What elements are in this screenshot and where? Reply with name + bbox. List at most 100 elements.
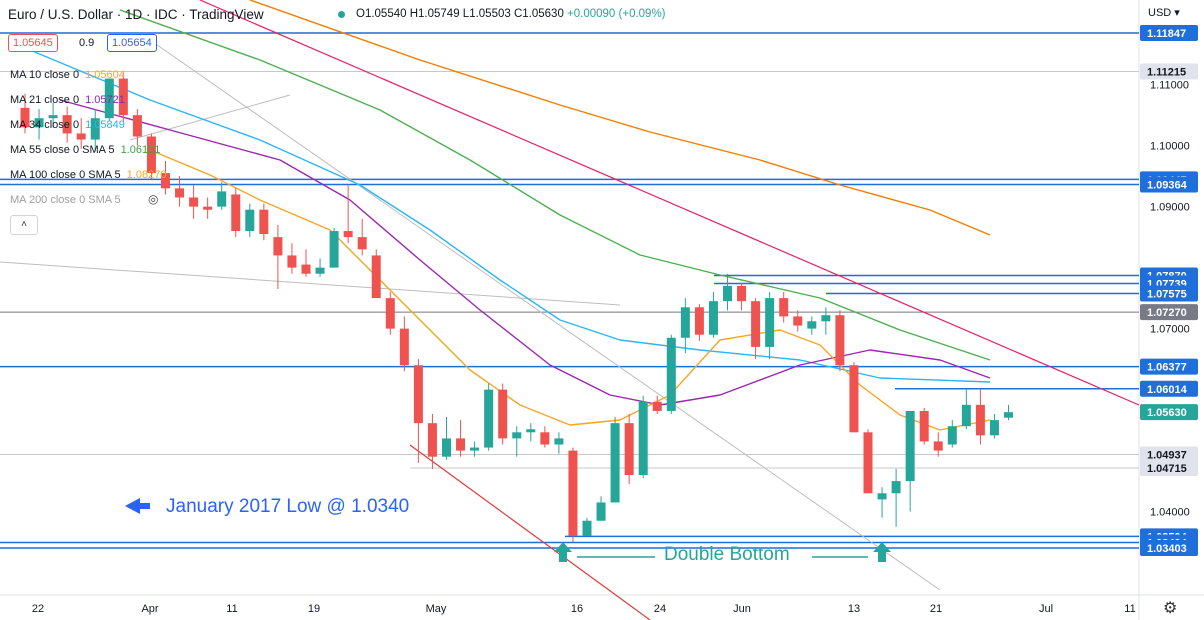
- indicator-label: MA 100 close 0 SMA 5: [10, 169, 121, 181]
- candle-body: [975, 404, 985, 436]
- price-label: 1.05630: [1147, 407, 1187, 419]
- candle-body: [610, 423, 620, 503]
- price-tick: 1.09000: [1150, 202, 1190, 214]
- price-label: 1.11847: [1147, 28, 1186, 40]
- candle-body: [863, 432, 873, 494]
- ma34-line: [29, 49, 991, 383]
- candle-body: [217, 191, 227, 207]
- candle-body: [919, 410, 929, 442]
- candle-body: [104, 78, 114, 119]
- indicator-ma55[interactable]: MA 55 close 0 SMA 5 1.06191: [10, 144, 160, 156]
- ma55-line: [119, 9, 991, 361]
- candle-body: [118, 78, 128, 116]
- ma10-line: [149, 149, 991, 431]
- symbol-title[interactable]: Euro / U.S. Dollar · 1D · IDC · TradingV…: [8, 7, 264, 22]
- candle-body: [315, 267, 325, 274]
- candle-body: [456, 438, 466, 451]
- candle-body: [427, 423, 437, 457]
- trend-line-lower: [409, 444, 651, 620]
- price-label-box: [1140, 380, 1198, 397]
- candle-body: [203, 206, 213, 210]
- price-label: 1.04715: [1147, 463, 1187, 475]
- candle-body: [399, 328, 409, 366]
- candle-body: [175, 188, 185, 198]
- collapse-legend-button[interactable]: ˄: [10, 215, 38, 235]
- candle-body: [554, 438, 564, 445]
- candle-body: [652, 401, 662, 411]
- market-status-dot: [338, 11, 345, 18]
- candle-body: [905, 410, 915, 482]
- candle-body: [62, 115, 72, 134]
- indicator-ma34[interactable]: MA 34 close 0 1.05849: [10, 119, 125, 131]
- time-tick: 21: [930, 603, 942, 615]
- candle-body: [245, 209, 255, 232]
- ohlc-open: O1.05540: [356, 8, 407, 20]
- price-tick: 1.10000: [1150, 141, 1190, 153]
- candle-body: [329, 231, 339, 268]
- indicator-ma21[interactable]: MA 21 close 0 1.05721: [10, 94, 125, 106]
- indicator-ma200[interactable]: MA 200 close 0 SMA 5: [10, 194, 121, 206]
- indicator-ma10[interactable]: MA 10 close 0 1.05604: [10, 69, 125, 81]
- gear-icon[interactable]: ⚙: [1163, 600, 1178, 617]
- hidden-eye-icon[interactable]: ◎: [148, 192, 159, 206]
- candle-body: [680, 307, 690, 338]
- indicator-ma100[interactable]: MA 100 close 0 SMA 5 1.08270: [10, 169, 166, 181]
- up-arrow-icon: [554, 542, 572, 562]
- candle-body: [933, 441, 943, 451]
- candle-body: [371, 255, 381, 299]
- candle-body: [723, 285, 732, 302]
- sell-button[interactable]: 1.05645: [8, 34, 58, 52]
- candle-body: [231, 194, 241, 232]
- currency-selector[interactable]: USD ▾: [1148, 7, 1180, 19]
- buy-button[interactable]: 1.05654: [107, 34, 157, 52]
- candle-body: [596, 502, 606, 521]
- candle-body: [737, 285, 747, 302]
- gray-trend-line: [149, 39, 941, 591]
- spread-value: 0.9: [79, 37, 95, 49]
- annotations-layer: January 2017 Low @ 1.0340 Double Bottom: [125, 496, 891, 565]
- candle-body: [189, 197, 199, 207]
- time-tick: May: [426, 603, 447, 615]
- candle-body: [470, 447, 480, 451]
- candle-body: [132, 115, 142, 137]
- jan-low-label: January 2017 Low @ 1.0340: [166, 496, 409, 517]
- price-tick: 1.07000: [1150, 324, 1190, 336]
- price-label-box: [1140, 285, 1198, 302]
- time-tick: 13: [848, 603, 860, 615]
- time-tick: 24: [654, 603, 666, 615]
- candle-body: [989, 420, 999, 436]
- candle-body: [947, 426, 957, 445]
- indicator-label: MA 34 close 0: [10, 119, 80, 131]
- up-arrow-icon: [873, 542, 891, 562]
- candle-body: [498, 389, 508, 439]
- candle-body: [624, 423, 634, 475]
- indicator-value: 1.05721: [85, 94, 125, 106]
- candle-body: [90, 118, 100, 140]
- candle-body: [751, 301, 761, 347]
- candle-body: [582, 520, 592, 536]
- price-label-box: [1140, 25, 1198, 41]
- time-tick: Jun: [733, 603, 751, 615]
- price-label-box: [1140, 459, 1198, 476]
- time-tick: 11: [226, 603, 237, 615]
- time-tick: 11: [1124, 603, 1135, 615]
- price-axis: 1.11000 1.10000 1.09000 1.07000 1.04000 1.118…: [1140, 25, 1198, 556]
- double-bottom-label: Double Bottom: [664, 544, 790, 565]
- price-label-box: [1140, 176, 1198, 193]
- ma21-line: [59, 99, 991, 406]
- price-label-box: [1140, 63, 1198, 80]
- price-label: 1.11215: [1147, 67, 1186, 79]
- candle-body: [343, 231, 353, 238]
- indicator-value: 1.05849: [85, 119, 125, 131]
- ohlc-change: +0.00090 (+0.09%): [567, 8, 666, 20]
- time-tick: 19: [308, 603, 320, 615]
- candle-body: [301, 264, 311, 274]
- candle-body: [526, 429, 536, 433]
- candle-body: [48, 115, 58, 119]
- candle-body: [413, 365, 423, 424]
- candle-body: [20, 107, 30, 128]
- price-label-box: [1140, 540, 1198, 556]
- candle-body: [666, 337, 676, 411]
